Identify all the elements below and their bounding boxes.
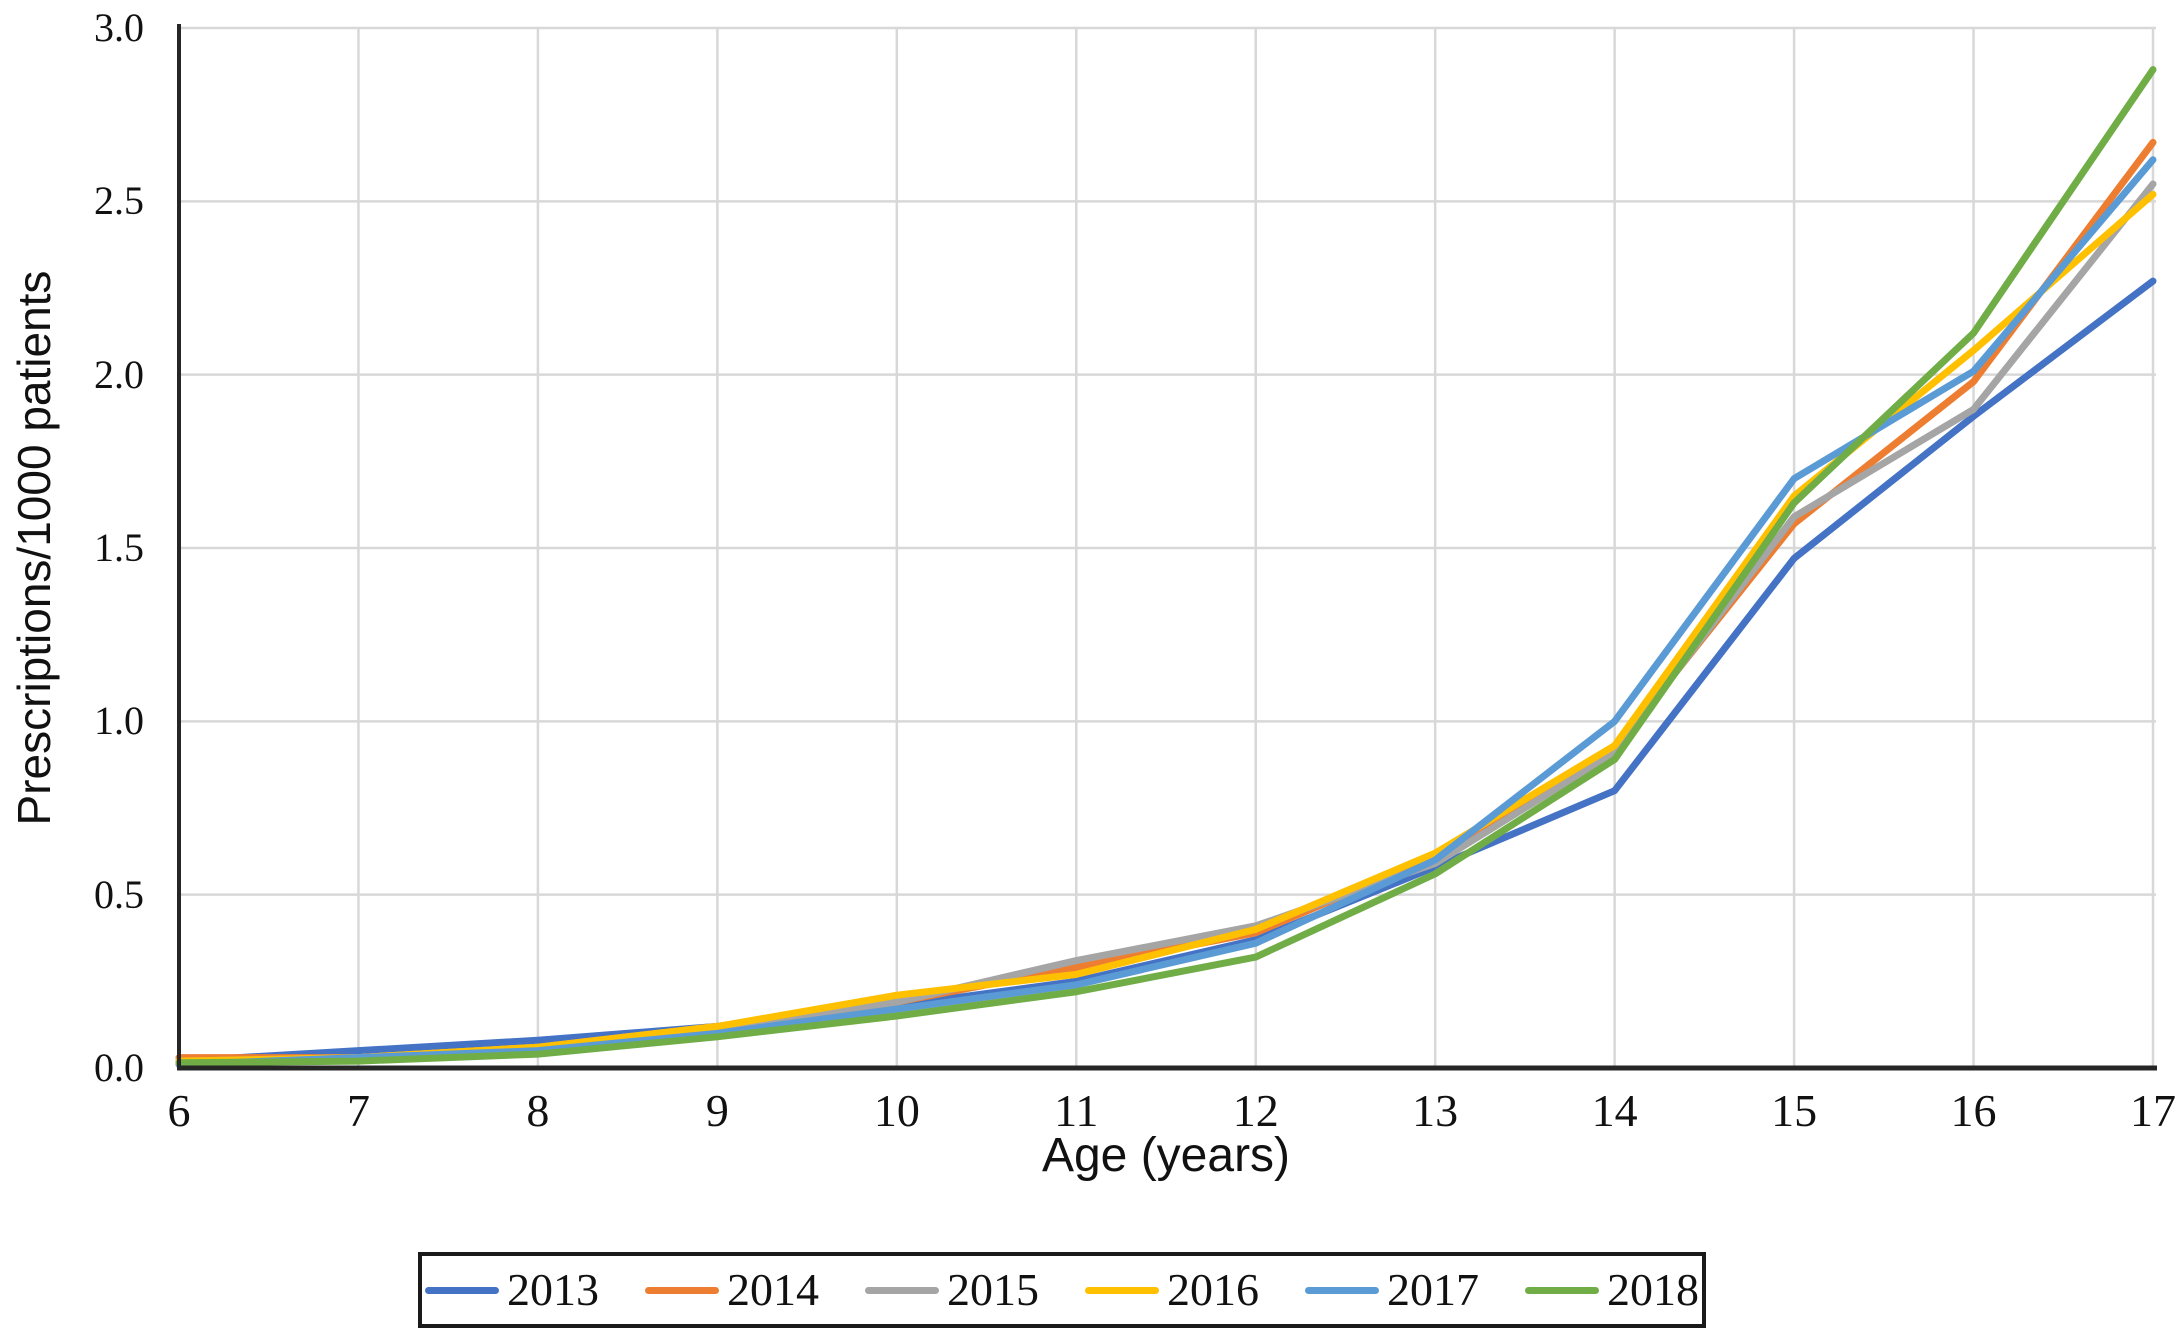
legend-item-2016: 2016 [1085, 1260, 1259, 1320]
legend-line-swatch [865, 1286, 939, 1294]
x-tick-label: 15 [1771, 1085, 1818, 1136]
series-line-2017 [175, 156, 2157, 1069]
legend-item-2014: 2014 [645, 1260, 819, 1320]
x-tick-label: 8 [526, 1085, 550, 1136]
legend-label: 2018 [1607, 1264, 1699, 1315]
y-tick-label: 2.0 [94, 351, 144, 397]
y-tick-label: 3.0 [94, 5, 144, 50]
series-line-2015 [175, 180, 2157, 1065]
legend-item-2015: 2015 [865, 1260, 1039, 1320]
x-tick-label: 17 [2130, 1085, 2176, 1136]
legend-line-swatch [645, 1286, 719, 1294]
x-axis-title: Age (years) [1041, 1129, 1291, 1182]
legend-line-swatch [425, 1286, 499, 1294]
x-tick-label: 13 [1412, 1085, 1459, 1136]
legend-item-2017: 2017 [1305, 1260, 1479, 1320]
series-line-2016 [175, 190, 2157, 1065]
x-tick-label: 7 [346, 1085, 370, 1136]
x-tick-label: 14 [1591, 1085, 1638, 1136]
legend-label: 2017 [1387, 1264, 1479, 1315]
x-tick-label: 16 [1950, 1085, 1997, 1136]
legend-line-swatch [1085, 1286, 1159, 1294]
x-tick-label: 9 [705, 1085, 729, 1136]
legend: 2013 2014 2015 2016 2017 2018 [418, 1252, 1706, 1328]
y-tick-label: 0.0 [94, 1045, 144, 1090]
legend-line-swatch [1305, 1286, 1379, 1294]
series-line-2014 [175, 138, 2157, 1062]
y-tick-label: 1.5 [94, 525, 144, 570]
legend-item-2013: 2013 [425, 1260, 599, 1320]
legend-label: 2015 [947, 1264, 1039, 1315]
x-tick-label: 11 [1054, 1085, 1099, 1136]
x-tick-label: 12 [1232, 1085, 1279, 1136]
legend-label: 2013 [507, 1264, 599, 1315]
y-tick-label: 1.0 [94, 698, 144, 744]
series-line-2018 [175, 66, 2157, 1067]
x-tick-label: 10 [873, 1085, 920, 1136]
legend-item-2018: 2018 [1525, 1260, 1699, 1320]
legend-line-swatch [1525, 1286, 1599, 1294]
y-tick-label: 0.5 [94, 871, 144, 917]
legend-label: 2014 [727, 1264, 819, 1315]
legend-label: 2016 [1167, 1264, 1259, 1315]
y-tick-label: 2.5 [94, 178, 144, 224]
x-tick-label: 6 [167, 1085, 191, 1136]
